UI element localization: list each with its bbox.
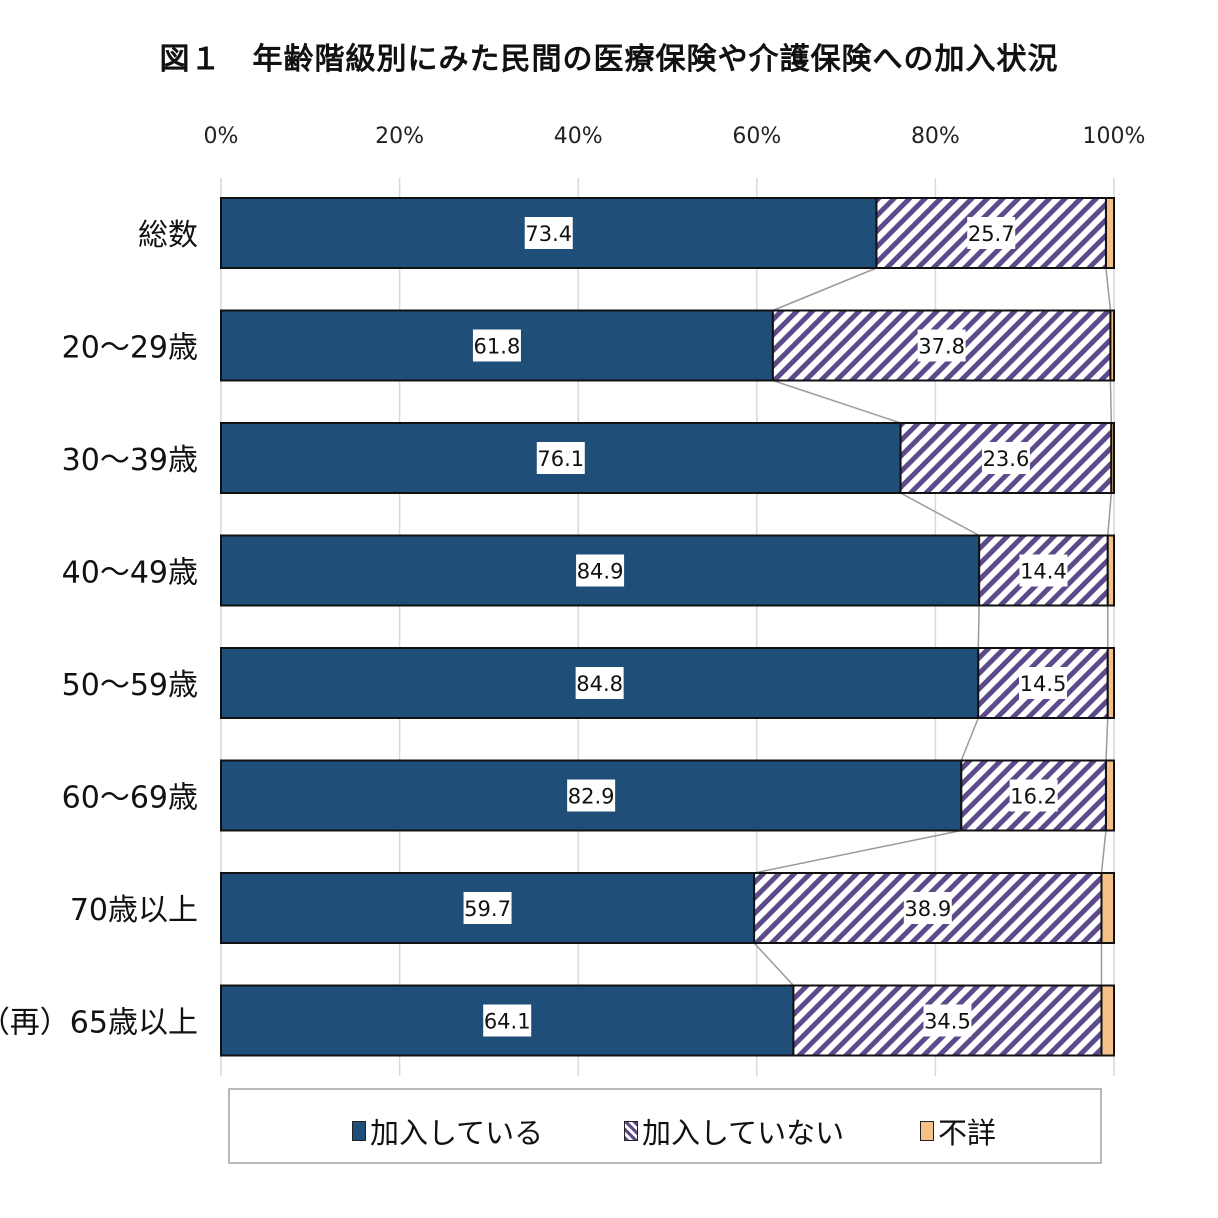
data-label: 82.9 xyxy=(568,785,615,809)
series-connector-line xyxy=(1105,717,1109,761)
series-connector-line xyxy=(1100,830,1107,874)
data-label: 84.8 xyxy=(576,672,623,696)
data-label-box xyxy=(536,442,585,474)
data-label-box xyxy=(472,329,521,362)
legend-item-enrolled: 加入している xyxy=(352,1110,543,1152)
data-label-box xyxy=(463,892,512,924)
data-label-box xyxy=(576,554,625,587)
data-label: 76.1 xyxy=(537,447,584,471)
legend-label-unknown: 不詳 xyxy=(938,1116,997,1150)
category-label: 20～29歳 xyxy=(62,331,198,366)
data-label: 25.7 xyxy=(968,222,1015,246)
series-connector-line xyxy=(1107,492,1113,536)
bar-segment-series-2 xyxy=(1104,759,1116,832)
data-label: 73.4 xyxy=(525,222,572,246)
bar-segment-series-2 xyxy=(1106,647,1116,719)
legend-swatch-enrolled xyxy=(352,1121,366,1141)
category-label: 70歳以上 xyxy=(70,893,198,928)
data-label: 14.4 xyxy=(1020,560,1067,584)
category-label: 50～59歳 xyxy=(62,668,198,703)
legend-label-not-enrolled: 加入していない xyxy=(642,1116,845,1150)
x-tick-label: 80% xyxy=(911,124,960,149)
series-connector-line xyxy=(772,379,901,424)
data-label: 61.8 xyxy=(474,335,521,359)
data-label-box xyxy=(923,1004,972,1037)
bar-segment-series-1 xyxy=(899,422,1113,494)
bar-segment-series-2 xyxy=(1110,422,1116,494)
data-label-box xyxy=(981,442,1030,474)
data-label: 23.6 xyxy=(983,447,1030,471)
bar-segment-series-2 xyxy=(1100,872,1116,944)
data-label: 14.5 xyxy=(1020,672,1067,696)
legend-item-unknown: 不詳 xyxy=(920,1110,996,1152)
x-tick-label: 100% xyxy=(1083,124,1146,149)
x-tick-label: 40% xyxy=(554,124,603,149)
series-connector-line xyxy=(753,829,962,874)
legend-label-enrolled: 加入している xyxy=(370,1116,544,1150)
category-label: 40～49歳 xyxy=(62,556,198,591)
data-label: 16.2 xyxy=(1010,785,1057,809)
bar-segment-series-0 xyxy=(220,534,981,607)
series-connector-line xyxy=(900,492,980,537)
data-label: 59.7 xyxy=(464,897,511,921)
series-connector-line xyxy=(960,717,979,761)
data-label: 37.8 xyxy=(918,335,965,359)
legend-swatch-unknown xyxy=(920,1121,934,1141)
legend-item-not-enrolled: 加入していない xyxy=(624,1110,844,1152)
data-label-box xyxy=(1019,667,1068,699)
legend: 加入している 加入していない 不詳 xyxy=(228,1088,1102,1164)
x-tick-label: 60% xyxy=(732,124,781,149)
category-label: 60～69歳 xyxy=(62,781,198,816)
data-label-box xyxy=(967,217,1016,249)
data-label: 64.1 xyxy=(484,1010,531,1034)
data-label-box xyxy=(483,1004,532,1037)
bar-segment-series-2 xyxy=(1106,534,1116,607)
chart-title: 図１ 年齢階級別にみた民間の医療保険や介護保険への加入状況 xyxy=(159,42,1059,77)
data-label-box xyxy=(567,779,616,812)
bar-segment-series-2 xyxy=(1109,309,1115,382)
data-label-box xyxy=(903,892,952,924)
data-label-box xyxy=(524,217,573,249)
series-connector-line xyxy=(753,942,794,987)
category-label: （再）65歳以上 xyxy=(0,1006,198,1041)
category-label: 総数 xyxy=(138,218,198,253)
legend-swatch-not-enrolled xyxy=(624,1121,638,1141)
x-tick-label: 0% xyxy=(204,124,239,149)
data-label-box xyxy=(917,329,966,362)
data-label-box xyxy=(1019,554,1068,587)
data-label-box xyxy=(1009,779,1058,812)
data-label-box xyxy=(575,667,624,699)
data-label: 84.9 xyxy=(577,560,624,584)
category-label: 30～39歳 xyxy=(62,443,198,478)
series-connector-line xyxy=(772,267,877,312)
series-connector-line xyxy=(1105,267,1112,311)
data-label: 34.5 xyxy=(924,1010,971,1034)
series-connector-line xyxy=(1109,380,1113,424)
series-connector-line xyxy=(977,605,980,649)
bar-segment-series-2 xyxy=(1100,984,1116,1057)
x-tick-label: 20% xyxy=(375,124,424,149)
bar-segment-series-2 xyxy=(1104,197,1116,269)
data-label: 38.9 xyxy=(904,897,951,921)
